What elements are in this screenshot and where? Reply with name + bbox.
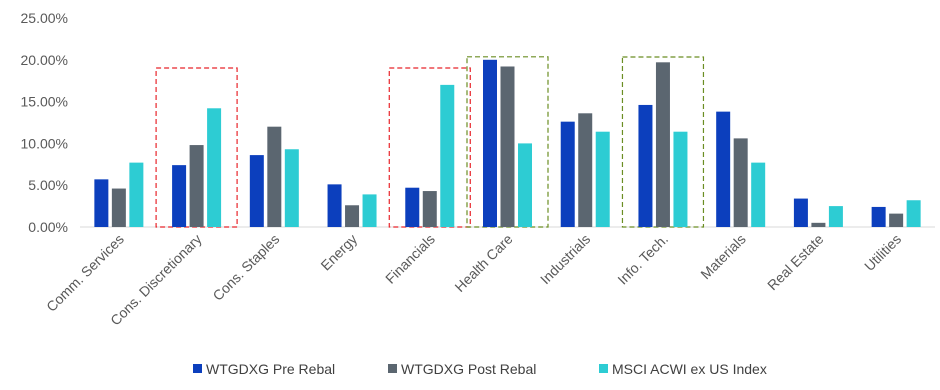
y-axis: 0.00% 5.00% 10.00% 15.00% 20.00% 25.00% [21,10,935,235]
y-tick-label: 10.00% [21,135,68,151]
bar-msci-index [284,149,299,227]
bar-post-rebal [422,191,437,227]
bar-msci-index [751,162,766,227]
bar-post-rebal [111,188,126,227]
bar-post-rebal [578,113,593,227]
y-tick-label: 25.00% [21,10,68,26]
x-tick-label: Cons. Staples [209,231,282,304]
x-tick-label: Utilities [861,231,904,274]
bar-post-rebal [811,222,826,227]
bar-msci-index [440,84,455,227]
y-tick-label: 20.00% [21,52,68,68]
bar-msci-index [362,194,377,227]
bar-msci-index [828,206,843,227]
bar-post-rebal [345,205,360,227]
bar-pre-rebal [716,111,731,227]
bar-pre-rebal [483,59,497,227]
legend-label: WTGDXG Post Rebal [401,361,536,377]
bar-msci-index [595,131,610,227]
bar-pre-rebal [327,184,342,227]
bar-pre-rebal [94,179,109,227]
bar-pre-rebal [405,187,420,227]
bar-pre-rebal [249,155,264,227]
x-tick-label: Info. Tech. [614,231,671,288]
y-tick-label: 15.00% [21,94,68,110]
legend-swatch [388,364,397,373]
x-tick-label: Financials [382,231,438,287]
bars [94,59,921,227]
bar-pre-rebal [638,104,653,227]
legend-label: MSCI ACWI ex US Index [612,361,767,377]
bar-post-rebal [267,126,282,227]
bar-msci-index [518,143,532,227]
x-tick-label: Energy [317,231,360,274]
x-tick-label: Materials [697,231,748,282]
bar-post-rebal [655,62,670,227]
bar-post-rebal [189,145,204,227]
x-tick-label: Industrials [537,231,593,287]
bar-pre-rebal [172,165,187,227]
legend-swatch [599,364,608,373]
legend-label: WTGDXG Pre Rebal [206,361,335,377]
x-tick-label: Real Estate [764,231,827,294]
bar-post-rebal [733,138,748,227]
bar-pre-rebal [871,206,886,227]
bar-msci-index [673,131,688,227]
x-tick-label: Health Care [451,231,515,295]
bar-msci-index [207,108,222,227]
bar-msci-index [906,200,921,227]
x-tick-label: Comm. Services [43,231,127,315]
y-tick-label: 5.00% [28,177,68,193]
bar-post-rebal [500,66,515,227]
bar-pre-rebal [560,121,575,227]
legend-swatch [193,364,202,373]
legend: WTGDXG Pre Rebal WTGDXG Post Rebal MSCI AC… [193,361,767,377]
bar-msci-index [129,162,144,227]
bar-post-rebal [889,213,904,227]
bar-pre-rebal [793,198,808,227]
y-tick-label: 0.00% [28,219,68,235]
